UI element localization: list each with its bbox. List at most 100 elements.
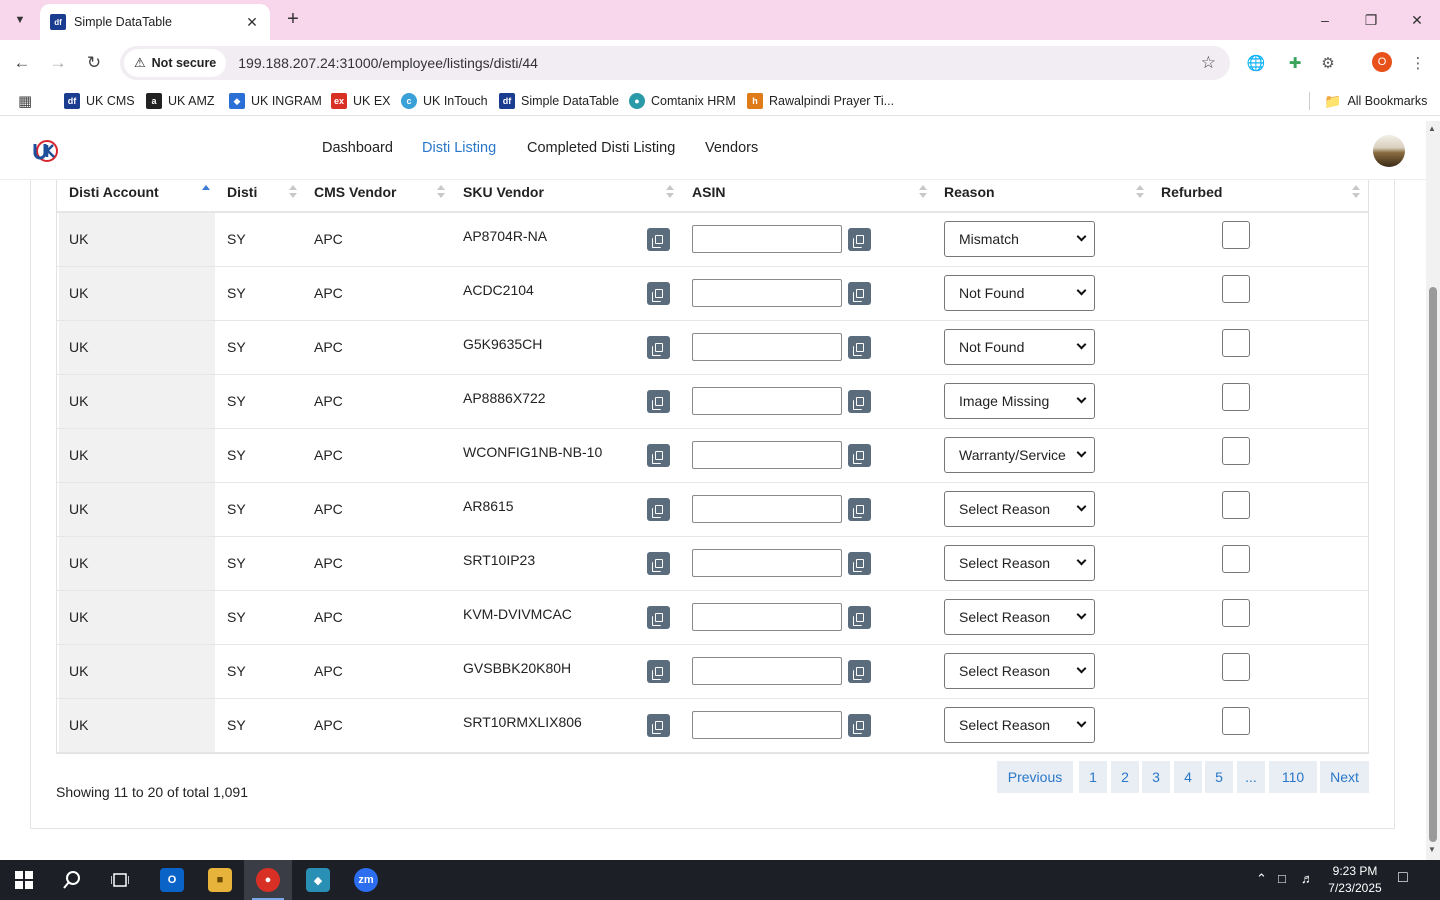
- reason-select[interactable]: Mismatch: [944, 221, 1095, 257]
- refurbed-checkbox[interactable]: [1222, 221, 1250, 249]
- task-view-icon[interactable]: [96, 860, 144, 900]
- sort-icon[interactable]: [289, 185, 297, 199]
- new-tab-plus-icon[interactable]: +: [287, 8, 299, 30]
- translate-globe-icon[interactable]: 🌐: [1246, 55, 1266, 72]
- bookmark-comtanix-hrm[interactable]: ● Comtanix HRM: [629, 92, 736, 110]
- tray-chevron-up-icon[interactable]: ⌃: [1256, 871, 1267, 886]
- forward-arrow-icon[interactable]: →: [49, 53, 67, 72]
- copy-sku-icon[interactable]: [647, 228, 670, 251]
- col-disti[interactable]: Disti: [227, 184, 258, 200]
- sort-icon[interactable]: [1352, 185, 1360, 199]
- sort-icon[interactable]: [437, 185, 445, 199]
- refurbed-checkbox[interactable]: [1222, 545, 1250, 573]
- sort-icon[interactable]: [1136, 185, 1144, 199]
- asin-input[interactable]: [692, 603, 842, 631]
- reason-select[interactable]: Select Reason: [944, 599, 1095, 635]
- bookmark-simple-datatable[interactable]: df Simple DataTable: [499, 92, 619, 110]
- asin-input[interactable]: [692, 333, 842, 361]
- uk-logo-icon[interactable]: [32, 138, 58, 164]
- volume-muted-icon[interactable]: ♬: [1301, 871, 1314, 886]
- extensions-puzzle-icon[interactable]: ⚙: [1321, 55, 1335, 72]
- copy-sku-icon[interactable]: [647, 444, 670, 467]
- refurbed-checkbox[interactable]: [1222, 491, 1250, 519]
- reason-select[interactable]: Warranty/Service: [944, 437, 1095, 473]
- asin-input[interactable]: [692, 495, 842, 523]
- bookmark-uk-ingram[interactable]: ◆ UK INGRAM: [229, 92, 322, 110]
- reason-select[interactable]: Select Reason: [944, 653, 1095, 689]
- pagination-page-3[interactable]: 3: [1142, 761, 1170, 793]
- col-reason[interactable]: Reason: [944, 184, 995, 200]
- copy-sku-icon[interactable]: [647, 498, 670, 521]
- pagination-previous[interactable]: Previous: [997, 761, 1073, 793]
- bookmark-uk-intouch[interactable]: c UK InTouch: [401, 92, 488, 110]
- pagination-next[interactable]: Next: [1320, 761, 1369, 793]
- asin-input[interactable]: [692, 387, 842, 415]
- reason-select[interactable]: Select Reason: [944, 707, 1095, 743]
- pagination-page-2[interactable]: 2: [1111, 761, 1139, 793]
- bookmark-uk-amz[interactable]: a UK AMZ: [146, 92, 215, 110]
- col-sku-vendor[interactable]: SKU Vendor: [463, 184, 544, 200]
- scrollbar-thumb[interactable]: [1429, 287, 1437, 842]
- minimize-icon[interactable]: –: [1321, 12, 1329, 28]
- col-refurbed[interactable]: Refurbed: [1161, 184, 1223, 200]
- refurbed-checkbox[interactable]: [1222, 707, 1250, 735]
- scroll-down-arrow-icon[interactable]: ▼: [1428, 845, 1436, 854]
- apps-grid-icon[interactable]: ▦: [18, 93, 33, 110]
- nav-dashboard[interactable]: Dashboard: [322, 140, 393, 156]
- network-icon[interactable]: □: [1278, 871, 1286, 886]
- profile-avatar[interactable]: O: [1372, 52, 1392, 72]
- bookmark-star-icon[interactable]: ☆: [1200, 53, 1216, 72]
- copy-sku-icon[interactable]: [647, 714, 670, 737]
- refurbed-checkbox[interactable]: [1222, 329, 1250, 357]
- nav-completed-disti-listing[interactable]: Completed Disti Listing: [527, 140, 676, 156]
- reason-select[interactable]: Image Missing: [944, 383, 1095, 419]
- col-disti-account[interactable]: Disti Account: [69, 184, 159, 200]
- url-text[interactable]: 199.188.207.24:31000/employee/listings/d…: [238, 55, 538, 71]
- col-cms-vendor[interactable]: CMS Vendor: [314, 184, 397, 200]
- sort-asc-icon[interactable]: [202, 185, 210, 199]
- copy-sku-icon[interactable]: [647, 282, 670, 305]
- bookmark-uk-cms[interactable]: df UK CMS: [64, 92, 135, 110]
- back-arrow-icon[interactable]: ←: [13, 53, 31, 72]
- pagination-page-5[interactable]: 5: [1205, 761, 1233, 793]
- copy-asin-icon[interactable]: [848, 498, 871, 521]
- copy-asin-icon[interactable]: [848, 444, 871, 467]
- asin-input[interactable]: [692, 279, 842, 307]
- reload-icon[interactable]: ↻: [86, 53, 102, 72]
- browser-tab[interactable]: df Simple DataTable ✕: [40, 4, 270, 40]
- taskbar-clock[interactable]: 9:23 PM 7/23/2025: [1320, 863, 1390, 897]
- copy-asin-icon[interactable]: [848, 660, 871, 683]
- copy-asin-icon[interactable]: [848, 228, 871, 251]
- nav-disti-listing[interactable]: Disti Listing: [422, 140, 497, 156]
- reason-select[interactable]: Select Reason: [944, 545, 1095, 581]
- sort-icon[interactable]: [919, 185, 927, 199]
- copy-sku-icon[interactable]: [647, 552, 670, 575]
- restore-icon[interactable]: ❐: [1364, 11, 1378, 28]
- copy-sku-icon[interactable]: [647, 606, 670, 629]
- pagination-page-110[interactable]: 110: [1269, 761, 1317, 793]
- outlook-icon[interactable]: O: [148, 860, 196, 900]
- asin-input[interactable]: [692, 441, 842, 469]
- search-icon[interactable]: [48, 860, 96, 900]
- scroll-up-arrow-icon[interactable]: ▲: [1428, 124, 1436, 133]
- close-tab-icon[interactable]: ✕: [246, 13, 258, 30]
- col-asin[interactable]: ASIN: [692, 184, 726, 200]
- vpn-app-icon[interactable]: ◆: [294, 860, 342, 900]
- refurbed-checkbox[interactable]: [1222, 653, 1250, 681]
- all-bookmarks[interactable]: 📁 All Bookmarks: [1324, 92, 1427, 110]
- reason-select[interactable]: Not Found: [944, 329, 1095, 365]
- windows-start-icon[interactable]: [0, 860, 48, 900]
- sort-icon[interactable]: [666, 185, 674, 199]
- bookmark-prayer-times[interactable]: h Rawalpindi Prayer Ti...: [747, 92, 894, 110]
- window-close-icon[interactable]: ✕: [1411, 11, 1423, 28]
- refurbed-checkbox[interactable]: [1222, 383, 1250, 411]
- copy-asin-icon[interactable]: [848, 606, 871, 629]
- pagination-page-4[interactable]: 4: [1174, 761, 1202, 793]
- copy-asin-icon[interactable]: [848, 282, 871, 305]
- tab-search-chevron-icon[interactable]: ▼: [14, 14, 26, 26]
- file-explorer-icon[interactable]: ■: [196, 860, 244, 900]
- asin-input[interactable]: [692, 657, 842, 685]
- user-avatar[interactable]: [1373, 135, 1405, 167]
- copy-sku-icon[interactable]: [647, 336, 670, 359]
- refurbed-checkbox[interactable]: [1222, 437, 1250, 465]
